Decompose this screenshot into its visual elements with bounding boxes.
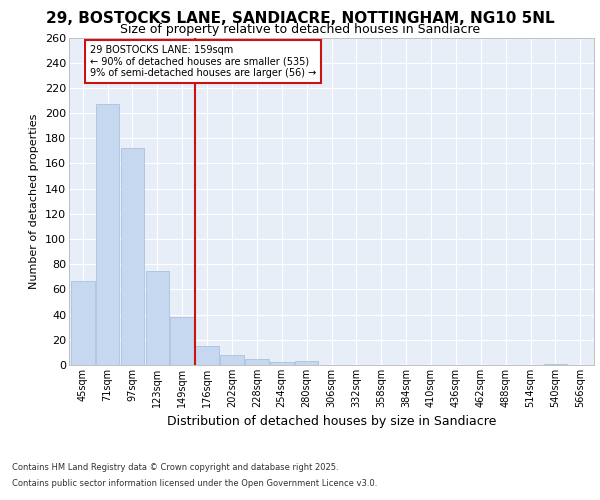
Bar — [270, 362, 293, 365]
X-axis label: Distribution of detached houses by size in Sandiacre: Distribution of detached houses by size … — [167, 416, 496, 428]
Bar — [220, 355, 244, 365]
Bar — [295, 361, 319, 365]
Bar — [96, 104, 119, 365]
Bar — [245, 358, 269, 365]
Text: Contains public sector information licensed under the Open Government Licence v3: Contains public sector information licen… — [12, 478, 377, 488]
Y-axis label: Number of detached properties: Number of detached properties — [29, 114, 40, 289]
Bar — [121, 148, 144, 365]
Bar — [71, 280, 95, 365]
Bar — [195, 346, 219, 365]
Bar — [544, 364, 567, 365]
Text: Contains HM Land Registry data © Crown copyright and database right 2025.: Contains HM Land Registry data © Crown c… — [12, 464, 338, 472]
Bar — [146, 270, 169, 365]
Bar — [170, 317, 194, 365]
Text: 29, BOSTOCKS LANE, SANDIACRE, NOTTINGHAM, NG10 5NL: 29, BOSTOCKS LANE, SANDIACRE, NOTTINGHAM… — [46, 11, 554, 26]
Text: Size of property relative to detached houses in Sandiacre: Size of property relative to detached ho… — [120, 22, 480, 36]
Text: 29 BOSTOCKS LANE: 159sqm
← 90% of detached houses are smaller (535)
9% of semi-d: 29 BOSTOCKS LANE: 159sqm ← 90% of detach… — [90, 45, 316, 78]
